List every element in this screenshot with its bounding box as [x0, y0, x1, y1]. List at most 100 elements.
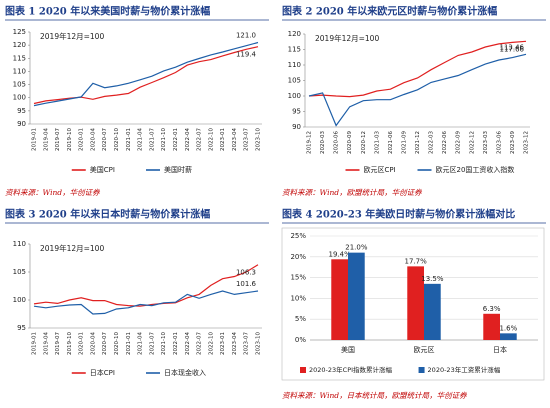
y-tick-label: 25%: [290, 232, 306, 240]
line: [33, 290, 259, 315]
source: 资料来源：Wind，欧盟统计局，华创证券: [282, 188, 422, 197]
y-tick-label: 95: [292, 108, 301, 116]
x-tick-label: 2023-03: [483, 131, 489, 154]
x-tick-label: 2019-01: [32, 332, 38, 355]
x-tick-label: 2022-01: [173, 128, 179, 151]
value-label: 106.3: [236, 269, 256, 277]
chart-title: 图表 3 2020 年以来日本时薪与物价累计涨幅: [5, 208, 210, 221]
y-tick-label: 115: [288, 46, 301, 54]
value-label: 6.3%: [483, 305, 501, 313]
x-tick-label: 2020-03: [320, 131, 326, 154]
y-tick-label: 0%: [295, 336, 306, 344]
x-tick-label: 美国: [341, 345, 355, 354]
bar: [331, 259, 348, 340]
bar: [483, 313, 500, 340]
annotation: 2019年12月=100: [315, 33, 379, 43]
y-tick-label: 95: [17, 107, 26, 115]
value-label: 13.5%: [421, 275, 444, 283]
y-tick-label: 115: [13, 54, 26, 62]
x-tick-label: 2019-04: [43, 128, 49, 151]
legend-label: 日本CPI: [90, 368, 115, 377]
x-tick-label: 2019-10: [67, 128, 73, 151]
value-label: 21.0%: [345, 244, 368, 252]
x-tick-label: 2023-10: [256, 332, 262, 355]
value-label: 19.4%: [329, 250, 352, 258]
bar: [500, 333, 517, 340]
legend-label: 日本现金收入: [164, 368, 206, 377]
x-tick-label: 2020-04: [90, 128, 96, 151]
x-tick-label: 2022-10: [208, 332, 214, 355]
y-tick-label: 125: [13, 28, 26, 36]
x-tick-label: 2022-10: [208, 128, 214, 151]
legend-swatch: [418, 367, 425, 373]
x-tick-label: 2020-01: [79, 332, 85, 355]
line: [33, 41, 259, 107]
x-tick-label: 2020-04: [90, 332, 96, 355]
y-tick-label: 20%: [290, 253, 306, 261]
y-tick-label: 105: [288, 77, 301, 85]
x-tick-label: 2022-03: [429, 131, 435, 154]
x-tick-label: 2020-07: [102, 128, 108, 151]
value-label: 113.46: [500, 43, 525, 51]
x-tick-label: 2022-04: [185, 128, 191, 151]
x-tick-label: 2022-01: [173, 332, 179, 355]
legend-label: 2020-23年工资累计涨幅: [428, 365, 501, 374]
x-tick-label: 2023-07: [244, 128, 250, 151]
x-tick-label: 2021-01: [126, 128, 132, 151]
y-tick-label: 110: [288, 61, 301, 69]
legend-label: 欧元区CPI: [364, 165, 396, 174]
value-label: 117.66: [500, 45, 525, 53]
bar: [424, 283, 441, 340]
x-tick-label: 2020-09: [347, 131, 353, 154]
x-tick-label: 2021-04: [138, 128, 144, 151]
legend-label: 2020-23年CPI指数累计涨幅: [309, 365, 393, 374]
bar: [348, 252, 365, 340]
y-tick-label: 105: [13, 268, 26, 276]
annotation: 2019年12月=100: [40, 243, 104, 253]
line: [308, 40, 527, 98]
x-tick-label: 2023-06: [496, 131, 502, 154]
chart-frame: [281, 227, 545, 381]
x-tick-label: 2023-04: [232, 332, 238, 355]
line: [308, 53, 527, 127]
y-tick-label: 5%: [295, 315, 306, 323]
x-tick-label: 2020-10: [114, 332, 120, 355]
x-tick-label: 2022-04: [185, 332, 191, 355]
x-tick-label: 2022-06: [442, 131, 448, 154]
x-tick-label: 2023-09: [510, 131, 516, 154]
y-tick-label: 90: [292, 123, 301, 131]
x-tick-label: 2021-06: [388, 131, 394, 154]
x-tick-label: 2023-12: [524, 131, 530, 154]
x-tick-label: 2019-07: [55, 332, 61, 355]
y-tick-label: 95: [17, 324, 26, 332]
y-tick-label: 120: [288, 30, 301, 38]
x-tick-label: 2020-12: [361, 131, 367, 154]
x-tick-label: 日本: [493, 345, 507, 354]
x-tick-label: 2023-01: [220, 332, 226, 355]
x-tick-label: 2019-07: [55, 128, 61, 151]
chart-title: 图表 1 2020 年以来美国时薪与物价累计涨幅: [5, 5, 210, 18]
x-tick-label: 2019-12: [307, 131, 313, 154]
legend-label: 美国时薪: [164, 165, 192, 174]
legend-label: 欧元区20国工资收入指数: [436, 165, 515, 174]
x-tick-label: 2020-01: [79, 128, 85, 151]
x-tick-label: 2023-10: [256, 128, 262, 151]
x-tick-label: 2020-10: [114, 128, 120, 151]
value-label: 1.6%: [499, 324, 517, 332]
source: 资料来源：Wind，华创证券: [5, 188, 100, 197]
x-tick-label: 2023-04: [232, 128, 238, 151]
bar: [407, 266, 424, 340]
chart-title: 图表 2 2020 年以来欧元区时薪与物价累计涨幅: [282, 5, 497, 18]
y-tick-label: 100: [13, 94, 26, 102]
x-tick-label: 2021-12: [415, 131, 421, 154]
y-tick-label: 10%: [290, 294, 306, 302]
x-tick-label: 2020-07: [102, 332, 108, 355]
x-tick-label: 2022-07: [197, 332, 203, 355]
y-tick-label: 100: [288, 92, 301, 100]
y-tick-label: 120: [13, 41, 26, 49]
x-tick-label: 2021-07: [149, 128, 155, 151]
x-tick-label: 2023-01: [220, 128, 226, 151]
value-label: 119.4: [236, 51, 257, 59]
value-label: 17.7%: [405, 257, 428, 265]
